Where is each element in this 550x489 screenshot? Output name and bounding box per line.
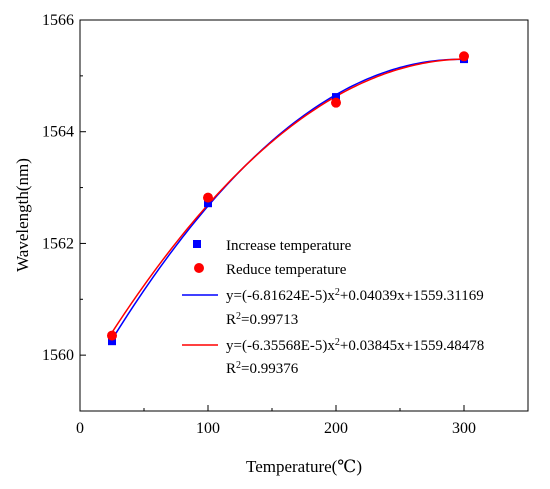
x-axis-title: Temperature(℃) (246, 457, 362, 476)
y-axis-title: Wavelength(nm) (13, 158, 32, 272)
legend-equation-increase: y=(-6.81624E-5)x2+0.04039x+1559.31169 (226, 287, 484, 305)
legend-marker-increase (193, 240, 201, 248)
fit-line-increase (111, 58, 465, 340)
plot-frame (79, 19, 529, 412)
fit-lines (111, 58, 465, 340)
point-reduce (331, 97, 341, 108)
point-increase (332, 93, 340, 102)
x-tick-label: 300 (452, 420, 476, 437)
y-tick-label: 1566 (42, 12, 74, 29)
legend-r2-increase: R2=0.99713 (226, 311, 298, 329)
point-reduce (459, 51, 469, 62)
point-increase (108, 337, 116, 346)
y-tick-label: 1560 (42, 347, 74, 364)
legend-equation-reduce: y=(-6.35568E-5)x2+0.03845x+1559.48478 (226, 337, 484, 355)
legend-label-increase: Increase temperature (226, 238, 352, 254)
legend: Increase temperature Reduce temperature … (182, 238, 484, 377)
legend-r2-reduce: R2=0.99376 (226, 360, 299, 378)
x-tick-label: 200 (324, 420, 348, 437)
point-increase (204, 199, 212, 208)
axes-layer: 0 100 200 300 1560 1562 1564 1566 (42, 12, 529, 437)
point-reduce (107, 330, 117, 341)
x-tick-label: 0 (76, 420, 84, 437)
fit-line-reduce (111, 58, 465, 333)
point-reduce (203, 192, 213, 203)
y-tick-label: 1564 (42, 124, 74, 141)
y-tick-label: 1562 (42, 235, 74, 252)
legend-label-reduce: Reduce temperature (226, 262, 347, 278)
data-points (107, 51, 469, 346)
legend-marker-reduce (194, 263, 204, 273)
x-tick-label: 100 (196, 420, 220, 437)
